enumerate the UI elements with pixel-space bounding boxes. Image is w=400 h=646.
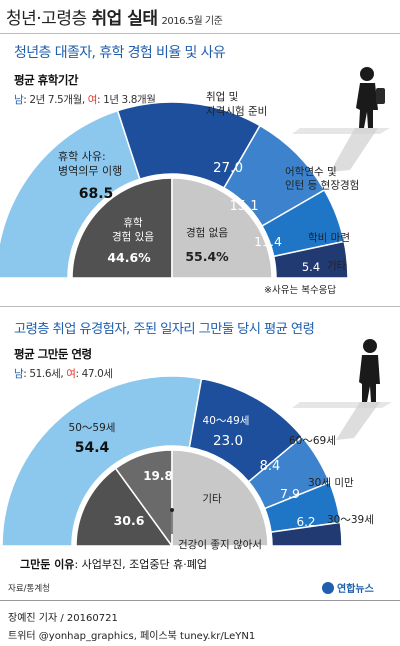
outer-label-2: 취업 및 자격시험 준비 [206, 90, 267, 118]
outer-label-3: 어학연수 및 인턴 등 현장경험 [285, 166, 359, 192]
outer-value-4: 11.4 [254, 234, 282, 249]
youth-chart: 휴학 사유: 병역의무 이행 68.5 취업 및 자격시험 준비 27.0 어학연수 및 인턴… [0, 90, 359, 279]
outer-segment-1 [0, 109, 141, 279]
inner-label-1: 휴학 경험 있음 [112, 217, 154, 243]
footer-divider [0, 600, 400, 601]
inner-segment-1 [71, 177, 173, 279]
elderly-male-label: 남 [14, 368, 24, 380]
inner-value-1: 44.6% [107, 250, 151, 265]
title-date: 2016.5월 기준 [161, 16, 223, 27]
elderly-female-label: 여 [66, 368, 76, 380]
outer-segment-5 [272, 240, 349, 279]
page-title: 청년·고령층 취업 실태 2016.5월 기준 [6, 4, 223, 29]
outer-value-4: 7.9 [280, 486, 300, 501]
inner-value-2: 55.4% [185, 249, 229, 264]
title-bold: 취업 실태 [91, 9, 158, 29]
outer-label-3: 60～69세 [289, 435, 336, 447]
youth-female-value: : 1년 3.8개월 [97, 94, 156, 106]
youth-female-label: 여 [87, 94, 98, 106]
youth-gender-values: 남: 2년 7.5개월, 여: 1년 3.8개월 [14, 92, 156, 107]
outer-label-4: 학비 마련 [308, 232, 350, 244]
outer-value-1: 54.4 [75, 440, 110, 456]
elderly-section-title: 고령층 취업 유경험자, 주된 일자리 그만둘 당시 평균 연령 [14, 322, 315, 337]
elderly-avg-label: 평균 그만둔 연령 [14, 347, 92, 361]
outer-segment-5 [270, 521, 343, 547]
elderly-male-value: : 51.6세, [23, 368, 64, 380]
section-divider [0, 306, 400, 307]
social-credit: 트위터 @yonhap_graphics, 페이스북 tuney.kr/LeYN… [8, 631, 256, 642]
outer-label-2: 40～49세 [203, 415, 250, 427]
outer-value-5: 5.4 [302, 260, 320, 274]
youth-multi-answer-note: ※사유는 복수응답 [264, 285, 337, 296]
inner-segment-1 [75, 467, 174, 547]
outer-label-5: 30～39세 [327, 514, 374, 526]
elderly-person-silhouette-icon [292, 339, 392, 440]
header-divider [0, 33, 400, 34]
youth-male-label: 남 [14, 94, 24, 106]
outer-segment-1 [1, 375, 203, 547]
outer-value-2: 27.0 [213, 160, 243, 176]
outer-value-5: 6.2 [296, 515, 315, 529]
elderly-reason-value: : 사업부진, 조업중단 휴·폐업 [74, 558, 207, 571]
yonhap-logo-icon [322, 582, 334, 594]
youth-student-silhouette-icon [292, 67, 390, 172]
inner-value-2: 19.8 [143, 469, 173, 483]
outer-label-1: 휴학 사유: 병역의무 이행 [58, 150, 122, 177]
annotation-dot [170, 508, 174, 512]
title-part1: 청년·고령층 [6, 9, 92, 29]
inner-label-2: 경험 없음 [186, 226, 228, 239]
inner-annotation: 건강이 좋지 않아서 [178, 539, 262, 551]
outer-value-3: 8.4 [260, 459, 281, 474]
elderly-chart: 50～59세 54.4 40～49세 23.0 60～69세 8.4 30세 미만 7.9 30… [1, 375, 374, 551]
youth-male-value: : 2년 7.5개월, [23, 94, 85, 106]
outer-value-1: 68.5 [79, 186, 114, 202]
inner-value-1: 30.6 [114, 513, 145, 528]
yonhap-logo: 연합뉴스 [322, 580, 374, 595]
inner-segment-3 [171, 449, 269, 547]
outer-value-2: 23.0 [213, 433, 243, 449]
youth-avg-label: 평균 휴학기간 [14, 73, 78, 87]
outer-label-1: 50～59세 [69, 422, 116, 434]
outer-label-5: 기타 [327, 260, 347, 272]
inner-segment-2 [171, 177, 273, 279]
elderly-reason: 그만둔 이유: 사업부진, 조업중단 휴·폐업 [20, 556, 207, 572]
reporter-credit: 장예진 기자 / 20160721 [8, 613, 118, 624]
outer-label-4: 30세 미만 [308, 477, 354, 489]
yonhap-logo-text: 연합뉴스 [337, 584, 374, 595]
inner-label-3: 기타 [202, 493, 222, 505]
youth-section-title: 청년층 대졸자, 휴학 경험 비율 및 사유 [14, 45, 226, 61]
elderly-female-value: : 47.0세 [75, 368, 114, 380]
source-label: 자료/통계청 [8, 584, 50, 594]
elderly-reason-label: 그만둔 이유 [20, 558, 75, 571]
outer-value-3: 15.1 [230, 199, 259, 214]
elderly-gender-values: 남: 51.6세, 여: 47.0세 [14, 366, 113, 381]
